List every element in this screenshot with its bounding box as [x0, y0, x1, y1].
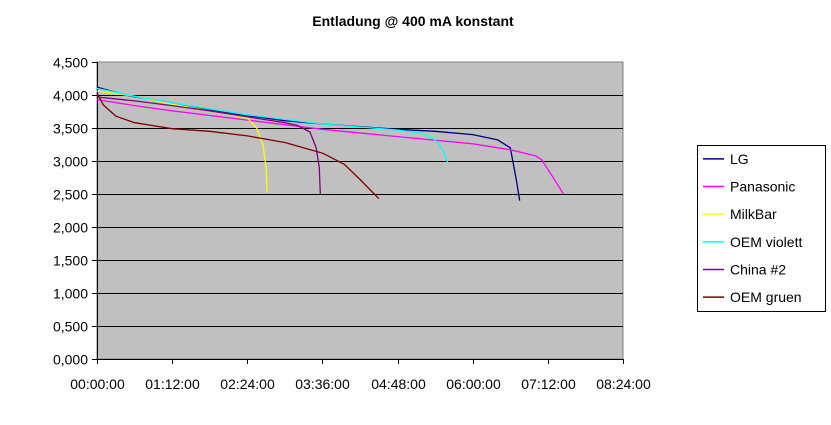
plot-area: 0,000 0,500 1,000 1,500 2,000 2,500 3,000 3,500…	[53, 55, 651, 393]
y-tick-label: 3,000	[53, 154, 88, 170]
x-tick-label: 00:00:00	[70, 376, 125, 392]
x-tick-label: 08:24:00	[596, 376, 651, 392]
x-tick-label: 02:24:00	[220, 376, 275, 392]
y-tick-label: 1,000	[53, 286, 88, 302]
legend-label: OEM gruen	[730, 289, 802, 305]
legend-label: MilkBar	[730, 206, 777, 222]
series-line-4	[96, 87, 449, 163]
x-tick-label: 04:48:00	[371, 376, 426, 392]
legend-box	[697, 145, 826, 312]
series-line-6	[96, 92, 380, 200]
y-tick-label: 0,500	[53, 319, 88, 335]
plot-background	[96, 61, 624, 360]
x-tick-label: 07:12:00	[521, 376, 576, 392]
legend-label: OEM violett	[730, 234, 802, 250]
y-tick-label: 3,500	[53, 121, 88, 137]
y-tick-label: 1,500	[53, 253, 88, 269]
legend-label: China #2	[730, 262, 786, 278]
legend: LG Panasonic MilkBar OEM violett China #2 OEM…	[697, 145, 826, 312]
x-tick-label: 01:12:00	[145, 376, 200, 392]
y-tick-label: 4,500	[53, 55, 88, 71]
y-tick-label: 4,000	[53, 88, 88, 104]
x-tick-label: 06:00:00	[446, 376, 501, 392]
y-tick-label: 2,000	[53, 220, 88, 236]
y-tick-label: 2,500	[53, 187, 88, 203]
series-line-5	[96, 96, 321, 195]
y-tick-label: 0,000	[53, 352, 88, 368]
legend-label: LG	[730, 151, 749, 167]
chart-title: Entladung @ 400 mA konstant	[312, 13, 514, 29]
legend-label: Panasonic	[730, 179, 795, 195]
x-tick-label: 03:36:00	[295, 376, 350, 392]
